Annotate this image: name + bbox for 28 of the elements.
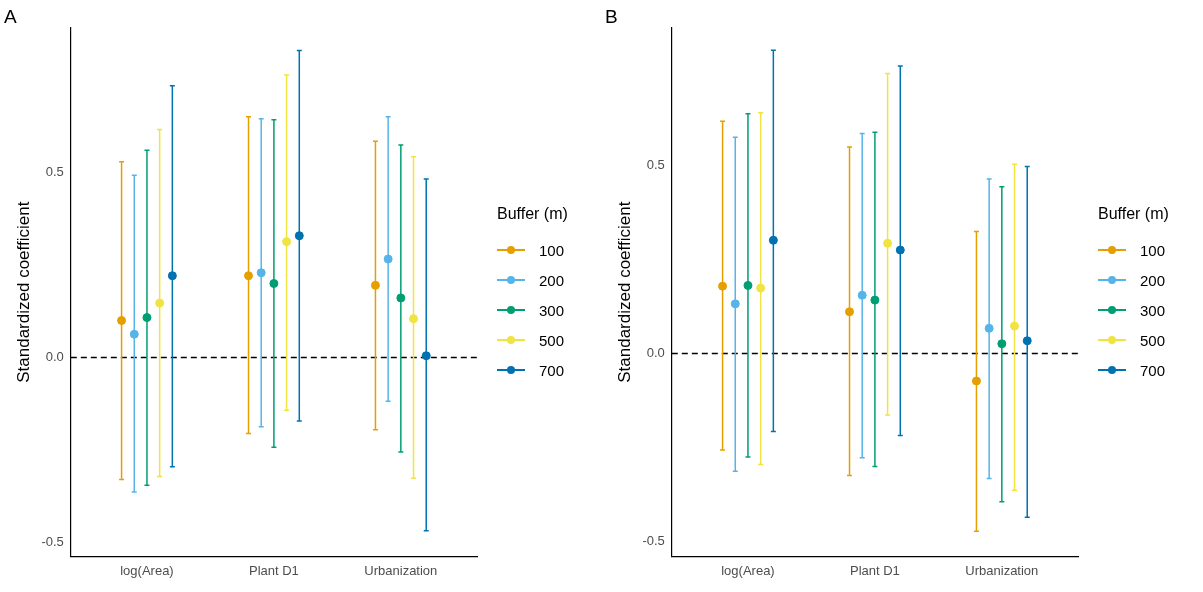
- legend-label: 500: [1140, 331, 1166, 349]
- chart-title: B: [605, 6, 618, 28]
- legend-label: 700: [539, 361, 565, 379]
- legend-label: 500: [539, 331, 565, 349]
- legend-label: 200: [1140, 271, 1166, 289]
- legend-label: 200: [539, 271, 565, 289]
- legend-label: 700: [1140, 361, 1166, 379]
- legend-title: Buffer (m): [497, 205, 568, 223]
- x-tick-label: Urbanization: [364, 562, 438, 578]
- legend-label: 300: [1140, 301, 1166, 319]
- legend-label: 300: [539, 301, 565, 319]
- y-tick-label: -0.5: [41, 534, 64, 550]
- legend-label: 100: [539, 241, 565, 259]
- legend-title: Buffer (m): [1098, 205, 1169, 223]
- y-axis-title: Standardized coefficient: [614, 201, 634, 383]
- x-tick-label: Plant D1: [248, 562, 299, 578]
- x-tick-label: log(Area): [120, 562, 174, 578]
- y-tick-label: 0.5: [45, 163, 64, 179]
- y-tick-label: 0.0: [45, 349, 64, 365]
- x-tick-label: Plant D1: [849, 562, 900, 578]
- chart-title: A: [4, 6, 17, 28]
- x-tick-label: Urbanization: [965, 562, 1039, 578]
- y-tick-label: 0.0: [646, 345, 665, 361]
- y-tick-label: 0.5: [646, 156, 665, 172]
- legend-label: 100: [1140, 241, 1166, 259]
- x-tick-label: log(Area): [721, 562, 775, 578]
- y-tick-label: -0.5: [642, 533, 665, 549]
- y-axis-title: Standardized coefficient: [13, 201, 33, 383]
